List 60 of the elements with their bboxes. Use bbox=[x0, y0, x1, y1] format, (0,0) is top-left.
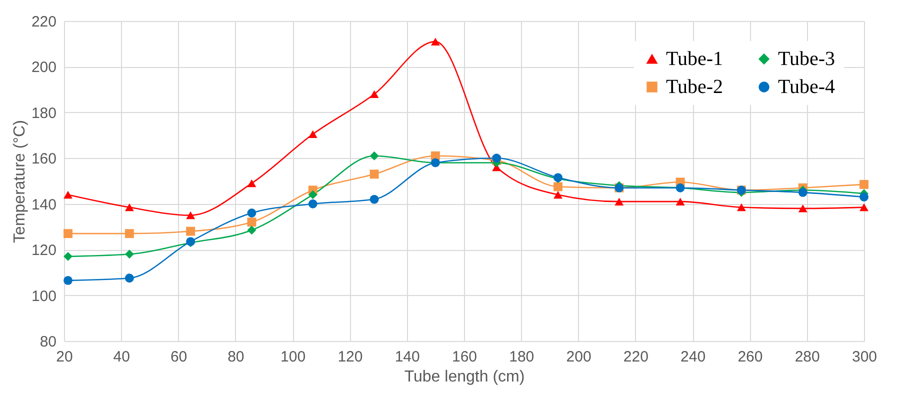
y-axis-title: Temperature (°C) bbox=[11, 120, 28, 243]
x-tick-label: 280 bbox=[794, 348, 820, 366]
point bbox=[676, 198, 685, 206]
point bbox=[370, 151, 379, 160]
x-tick-label: 100 bbox=[280, 348, 306, 366]
point bbox=[430, 38, 440, 46]
y-tick-label: 220 bbox=[31, 14, 56, 30]
point bbox=[186, 226, 196, 236]
y-tick-label: 140 bbox=[31, 196, 56, 214]
point bbox=[247, 208, 256, 218]
x-tick-label: 160 bbox=[452, 348, 478, 366]
y-tick-label: 180 bbox=[31, 104, 56, 122]
y-tick-label: 120 bbox=[31, 242, 56, 260]
point bbox=[860, 203, 868, 212]
y-tick-label: 100 bbox=[31, 288, 56, 305]
y-tick-label: 160 bbox=[31, 150, 56, 168]
legend-label: Tube-2 bbox=[666, 76, 724, 98]
point bbox=[370, 90, 379, 98]
x-tick-label: 200 bbox=[566, 348, 592, 366]
x-tick-label: 120 bbox=[338, 348, 363, 366]
point bbox=[64, 252, 72, 261]
x-tick-label: 20 bbox=[56, 348, 73, 366]
point bbox=[860, 192, 868, 202]
point bbox=[798, 204, 808, 212]
legend-label: Tube-4 bbox=[778, 76, 836, 98]
x-tick-label: 240 bbox=[680, 348, 706, 366]
point bbox=[247, 179, 256, 188]
point bbox=[124, 274, 134, 283]
point bbox=[370, 194, 379, 204]
point bbox=[186, 211, 196, 220]
point bbox=[614, 198, 624, 206]
point bbox=[860, 180, 868, 189]
point bbox=[64, 190, 72, 199]
point bbox=[64, 229, 72, 238]
point bbox=[308, 199, 318, 208]
x-tick-label: 40 bbox=[113, 348, 130, 366]
x-tick-label: 60 bbox=[170, 348, 188, 366]
point bbox=[124, 229, 134, 238]
y-tick-label: 200 bbox=[31, 59, 56, 76]
point bbox=[124, 250, 134, 259]
point bbox=[64, 276, 72, 285]
point bbox=[554, 182, 562, 192]
legend-label: Tube-1 bbox=[666, 48, 724, 70]
x-axis-title: Tube length (cm) bbox=[404, 368, 525, 386]
x-tick-label: 180 bbox=[509, 348, 534, 366]
x-tick-label: 140 bbox=[394, 348, 420, 366]
point bbox=[247, 218, 256, 227]
point bbox=[736, 203, 746, 212]
x-tick-label: 300 bbox=[852, 348, 878, 366]
point bbox=[308, 130, 318, 138]
point bbox=[247, 226, 256, 235]
x-tick-label: 80 bbox=[228, 348, 244, 366]
point bbox=[554, 190, 562, 199]
point bbox=[370, 170, 379, 179]
x-tick-label: 220 bbox=[623, 348, 648, 366]
point bbox=[308, 190, 318, 200]
point bbox=[124, 203, 134, 212]
x-tick-label: 260 bbox=[738, 348, 763, 366]
legend-label: Tube-3 bbox=[778, 48, 836, 70]
y-tick-label: 80 bbox=[40, 334, 56, 350]
